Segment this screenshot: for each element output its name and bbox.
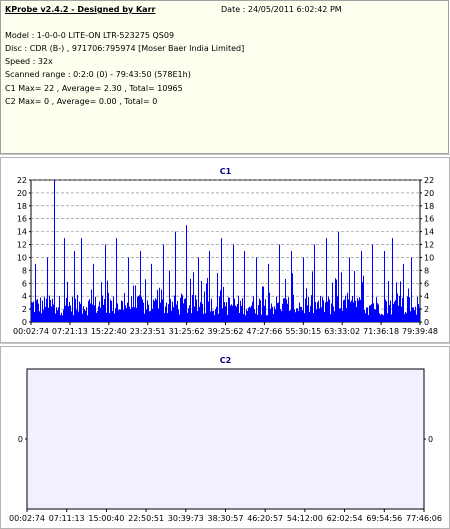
x-tick-label: 55:30:15 (285, 327, 321, 336)
x-tick-label: 62:02:54 (327, 514, 363, 523)
y-tick-label-right: 0 (428, 435, 433, 444)
y-tick-label-right: 20 (424, 189, 434, 198)
y-tick-label-right: 16 (424, 215, 434, 224)
y-tick-label-right: 6 (424, 279, 429, 288)
x-tick-label: 00:02:74 (13, 327, 49, 336)
x-tick-label: 15:22:40 (91, 327, 127, 336)
x-tick-label: 77:46:06 (406, 514, 442, 523)
scanned-range-line: Scanned range : 0:2:0 (0) - 79:43:50 (57… (5, 70, 191, 79)
x-tick-label: 07:21:13 (52, 327, 88, 336)
x-tick-label: 63:33:02 (324, 327, 360, 336)
speed-line: Speed : 32x (5, 57, 53, 66)
scan-date: Date : 24/05/2011 6:02:42 PM (221, 5, 342, 14)
c1-chart-panel: C1 0 0 2 2 4 4 6 6 8 8 10 10 12 12 14 14 16 16 18 18 20 20 22 22… (0, 157, 450, 343)
model-line: Model : 1-0-0-0 LITE-ON LTR-523275 QS09 (5, 31, 175, 40)
y-tick-label-left: 10 (17, 253, 27, 262)
plot-area (26, 368, 425, 510)
x-tick-label: 22:50:51 (128, 514, 164, 523)
x-tick-label: 07:11:13 (49, 514, 85, 523)
separator (0, 154, 450, 155)
disc-line: Disc : CDR (B-) , 971706:795974 [Moser B… (5, 44, 245, 53)
y-tick-label-left: 20 (17, 189, 27, 198)
x-tick-label: 15:00:40 (88, 514, 124, 523)
x-tick-label: 31:25:62 (169, 327, 205, 336)
x-tick-label: 54:12:00 (287, 514, 323, 523)
y-tick-label-right: 14 (424, 228, 434, 237)
y-tick-label-left: 0 (22, 318, 27, 327)
x-tick-label: 38:30:57 (208, 514, 244, 523)
y-tick-label-right: 22 (424, 176, 434, 185)
y-tick-label-right: 18 (424, 202, 434, 211)
info-panel: KProbe v2.4.2 - Designed by Karr Date : … (0, 0, 449, 154)
y-tick-label-left: 16 (17, 215, 27, 224)
y-tick-label-right: 12 (424, 241, 434, 250)
y-tick-label-left: 14 (17, 228, 27, 237)
y-tick-label-right: 10 (424, 253, 434, 262)
y-tick-label-left: 6 (22, 279, 27, 288)
y-tick-label-right: 4 (424, 292, 429, 301)
y-tick-label-right: 8 (424, 266, 429, 275)
x-tick-label: 79:39:48 (402, 327, 438, 336)
c2-chart-panel: C2 0 0 00:02:74 07:11:13 15:00:40 22:50:51 30:3… (0, 346, 450, 529)
x-tick-label: 69:54:56 (366, 514, 402, 523)
app-title: KProbe v2.4.2 - Designed by Karr (5, 5, 156, 14)
y-tick-label-left: 8 (22, 266, 27, 275)
x-tick-label: 71:36:18 (363, 327, 399, 336)
chart-title: C2 (220, 356, 231, 365)
x-tick-label: 00:02:74 (9, 514, 45, 523)
x-tick-label: 30:39:73 (168, 514, 204, 523)
y-tick-label-right: 0 (424, 318, 429, 327)
x-tick-label: 23:23:51 (130, 327, 166, 336)
x-tick-label: 39:25:62 (208, 327, 244, 336)
x-tick-label: 46:20:57 (247, 514, 283, 523)
x-tick-label: 47:27:66 (246, 327, 282, 336)
y-tick-label-left: 22 (17, 176, 27, 185)
c2-chart: C2 0 0 00:02:74 07:11:13 15:00:40 22:50:51 30:3… (9, 356, 442, 523)
y-tick-label-left: 4 (22, 292, 27, 301)
y-tick-label-right: 2 (424, 305, 429, 314)
y-tick-label-left: 2 (22, 305, 27, 314)
c2-stats-line: C2 Max= 0 , Average= 0.00 , Total= 0 (5, 97, 158, 106)
y-tick-label-left: 18 (17, 202, 27, 211)
y-tick-label-left: 0 (18, 435, 23, 444)
c1-stats-line: C1 Max= 22 , Average= 2.30 , Total= 1096… (5, 84, 183, 93)
separator (0, 343, 450, 344)
y-tick-label-left: 12 (17, 241, 27, 250)
chart-title: C1 (220, 167, 232, 176)
